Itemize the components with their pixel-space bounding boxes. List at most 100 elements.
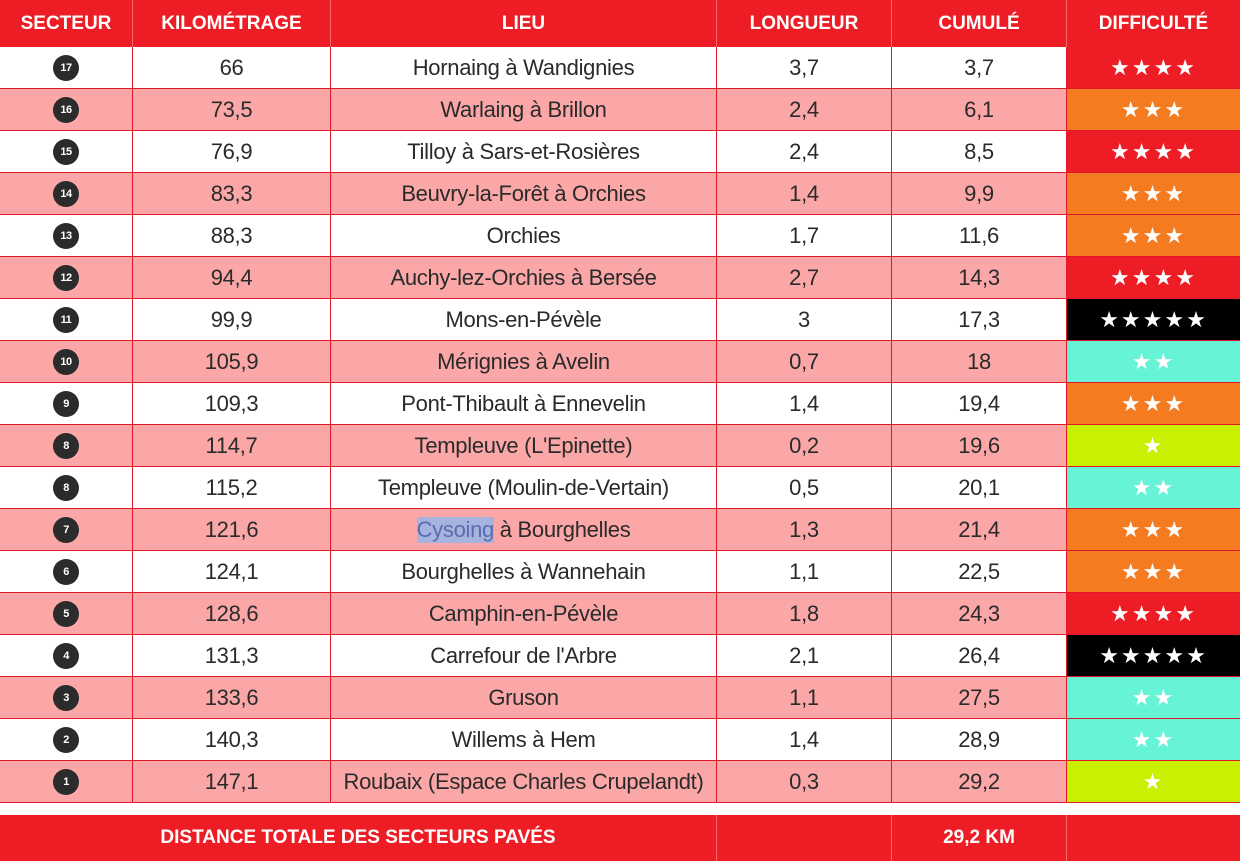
kilometrage-cell: 115,2 bbox=[133, 467, 331, 508]
secteur-cell: 5 bbox=[0, 593, 133, 634]
longueur-cell: 0,3 bbox=[717, 761, 892, 802]
cumule-cell: 17,3 bbox=[892, 299, 1067, 340]
secteur-number-badge: 14 bbox=[53, 180, 79, 207]
difficulty-stars-icon: ★★ bbox=[1131, 726, 1176, 752]
difficulty-stars-icon: ★★★★ bbox=[1110, 264, 1197, 290]
secteur-cell: 9 bbox=[0, 383, 133, 424]
lieu-cell: Willems à Hem bbox=[331, 719, 717, 760]
footer-strip bbox=[0, 861, 1240, 868]
difficulty-stars-icon: ★★★ bbox=[1120, 222, 1187, 248]
lieu-cell: Orchies bbox=[331, 215, 717, 256]
secteur-cell: 16 bbox=[0, 89, 133, 130]
header-difficulte: DIFFICULTÉ bbox=[1098, 12, 1209, 34]
table-header: SECTEUR KILOMÉTRAGE LIEU LONGUEUR CUMULÉ… bbox=[0, 0, 1240, 47]
table-row: 15 76,9 Tilloy à Sars-et-Rosières 2,4 8,5 ★★★… bbox=[0, 131, 1240, 173]
secteur-cell: 12 bbox=[0, 257, 133, 298]
longueur-cell: 1,4 bbox=[717, 173, 892, 214]
secteur-number-badge: 13 bbox=[53, 222, 79, 249]
lieu-cell: Hornaing à Wandignies bbox=[331, 47, 717, 88]
table-row: 8 114,7 Templeuve (L'Epinette) 0,2 19,6 ★ bbox=[0, 425, 1240, 467]
secteur-cell: 10 bbox=[0, 341, 133, 382]
difficulte-cell: ★★★★★ bbox=[1067, 635, 1240, 676]
difficulty-stars-icon: ★★ bbox=[1131, 348, 1176, 374]
cumule-cell: 18 bbox=[892, 341, 1067, 382]
lieu-cell: Tilloy à Sars-et-Rosières bbox=[331, 131, 717, 172]
difficulte-cell: ★★★ bbox=[1067, 383, 1240, 424]
difficulty-stars-icon: ★★★ bbox=[1120, 180, 1187, 206]
kilometrage-cell: 109,3 bbox=[133, 383, 331, 424]
table-row: 14 83,3 Beuvry-la-Forêt à Orchies 1,4 9,9 ★★★ bbox=[0, 173, 1240, 215]
kilometrage-cell: 131,3 bbox=[133, 635, 331, 676]
cumule-cell: 6,1 bbox=[892, 89, 1067, 130]
secteur-cell: 8 bbox=[0, 425, 133, 466]
difficulte-cell: ★★ bbox=[1067, 677, 1240, 718]
selected-text-highlight[interactable]: Cysoing bbox=[416, 516, 494, 543]
table-row: 5 128,6 Camphin-en-Pévèle 1,8 24,3 ★★★★ bbox=[0, 593, 1240, 635]
lieu-cell: Mérignies à Avelin bbox=[331, 341, 717, 382]
cumule-cell: 8,5 bbox=[892, 131, 1067, 172]
kilometrage-cell: 147,1 bbox=[133, 761, 331, 802]
lieu-cell: Auchy-lez-Orchies à Bersée bbox=[331, 257, 717, 298]
lieu-cell: Templeuve (Moulin-de-Vertain) bbox=[331, 467, 717, 508]
kilometrage-cell: 114,7 bbox=[133, 425, 331, 466]
table-row: 12 94,4 Auchy-lez-Orchies à Bersée 2,7 14,3 ★… bbox=[0, 257, 1240, 299]
secteur-cell: 17 bbox=[0, 47, 133, 88]
table-row: 13 88,3 Orchies 1,7 11,6 ★★★ bbox=[0, 215, 1240, 257]
cumule-cell: 27,5 bbox=[892, 677, 1067, 718]
kilometrage-cell: 121,6 bbox=[133, 509, 331, 550]
lieu-cell: Camphin-en-Pévèle bbox=[331, 593, 717, 634]
secteur-number-badge: 1 bbox=[53, 768, 79, 795]
difficulte-cell: ★★★ bbox=[1067, 215, 1240, 256]
table-row: 4 131,3 Carrefour de l'Arbre 2,1 26,4 ★★★★★ bbox=[0, 635, 1240, 677]
total-value: 29,2 KM bbox=[892, 815, 1067, 861]
secteur-number-badge: 11 bbox=[53, 306, 79, 333]
table-row: 1 147,1 Roubaix (Espace Charles Crupelandt… bbox=[0, 761, 1240, 803]
cumule-cell: 28,9 bbox=[892, 719, 1067, 760]
difficulty-stars-icon: ★★★ bbox=[1120, 558, 1187, 584]
cumule-cell: 26,4 bbox=[892, 635, 1067, 676]
table-row: 9 109,3 Pont-Thibault à Ennevelin 1,4 19,4 ★★… bbox=[0, 383, 1240, 425]
lieu-cell: Beuvry-la-Forêt à Orchies bbox=[331, 173, 717, 214]
cumule-cell: 9,9 bbox=[892, 173, 1067, 214]
longueur-cell: 0,5 bbox=[717, 467, 892, 508]
longueur-cell: 1,3 bbox=[717, 509, 892, 550]
secteur-number-badge: 4 bbox=[53, 642, 79, 669]
longueur-cell: 1,1 bbox=[717, 551, 892, 592]
secteur-number-badge: 6 bbox=[53, 558, 79, 585]
difficulte-cell: ★★★ bbox=[1067, 89, 1240, 130]
total-empty-longueur bbox=[717, 815, 892, 861]
spacer bbox=[0, 803, 1240, 815]
secteur-cell: 2 bbox=[0, 719, 133, 760]
secteur-cell: 1 bbox=[0, 761, 133, 802]
difficulty-stars-icon: ★★ bbox=[1131, 474, 1176, 500]
secteur-cell: 14 bbox=[0, 173, 133, 214]
difficulte-cell: ★★★★ bbox=[1067, 257, 1240, 298]
longueur-cell: 2,4 bbox=[717, 131, 892, 172]
secteur-cell: 4 bbox=[0, 635, 133, 676]
difficulty-stars-icon: ★★ bbox=[1131, 684, 1176, 710]
difficulte-cell: ★★ bbox=[1067, 467, 1240, 508]
secteur-number-badge: 8 bbox=[53, 432, 79, 459]
difficulte-cell: ★★ bbox=[1067, 719, 1240, 760]
secteur-cell: 6 bbox=[0, 551, 133, 592]
kilometrage-cell: 99,9 bbox=[133, 299, 331, 340]
cumule-cell: 19,4 bbox=[892, 383, 1067, 424]
header-longueur: LONGUEUR bbox=[717, 0, 892, 47]
table-row: 16 73,5 Warlaing à Brillon 2,4 6,1 ★★★ bbox=[0, 89, 1240, 131]
header-cumule: CUMULÉ bbox=[892, 0, 1067, 47]
table-row: 6 124,1 Bourghelles à Wannehain 1,1 22,5 ★★★ bbox=[0, 551, 1240, 593]
secteur-number-badge: 16 bbox=[53, 96, 79, 123]
table-row: 17 66 Hornaing à Wandignies 3,7 3,7 ★★★★ bbox=[0, 47, 1240, 89]
difficulte-cell: ★★★★★ bbox=[1067, 299, 1240, 340]
secteur-number-badge: 17 bbox=[53, 54, 79, 81]
table-row: 10 105,9 Mérignies à Avelin 0,7 18 ★★ bbox=[0, 341, 1240, 383]
table-row: 11 99,9 Mons-en-Pévèle 3 17,3 ★★★★★ bbox=[0, 299, 1240, 341]
difficulte-cell: ★★★ bbox=[1067, 173, 1240, 214]
difficulty-stars-icon: ★★★★ bbox=[1110, 600, 1197, 626]
header-secteur: SECTEUR bbox=[0, 0, 133, 47]
longueur-cell: 1,7 bbox=[717, 215, 892, 256]
secteur-number-badge: 5 bbox=[53, 600, 79, 627]
header-kilometrage: KILOMÉTRAGE bbox=[133, 0, 331, 47]
total-empty-difficulte bbox=[1067, 815, 1240, 861]
difficulty-stars-icon: ★★★★★ bbox=[1099, 642, 1208, 668]
